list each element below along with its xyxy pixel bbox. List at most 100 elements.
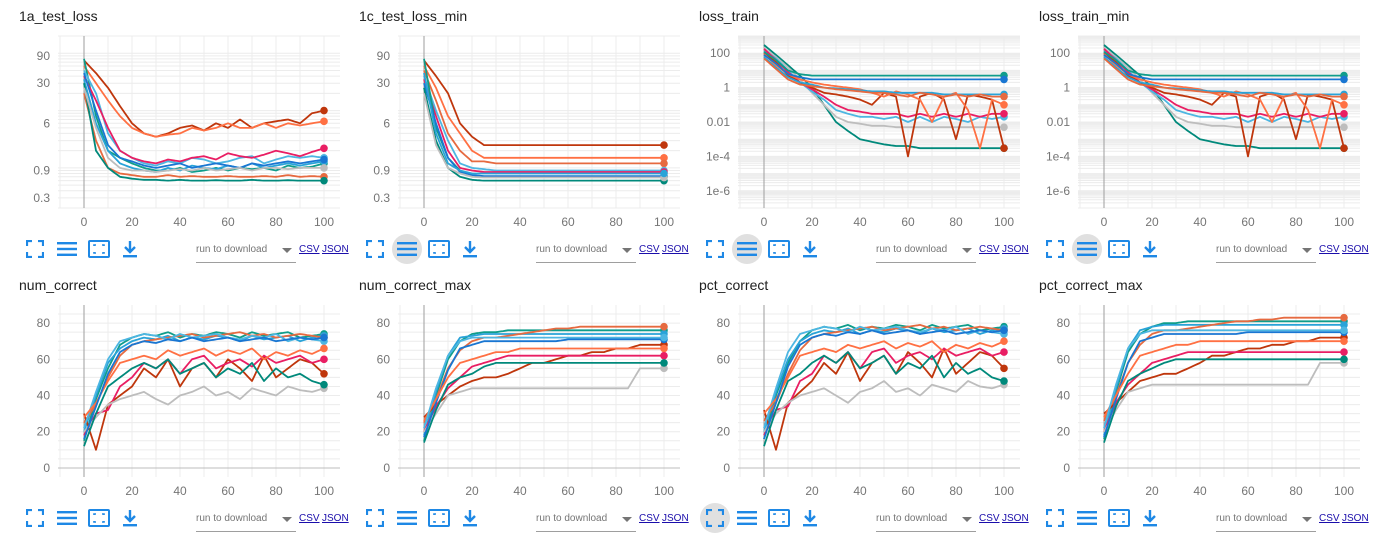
expand-chart-button[interactable]: [700, 503, 730, 533]
download-button[interactable]: [1135, 503, 1165, 533]
download-button[interactable]: [795, 503, 825, 533]
x-tick-label: 60: [901, 484, 915, 498]
json-download-link[interactable]: JSON: [1002, 244, 1029, 255]
series-end-marker: [660, 154, 668, 162]
fit-domain-button[interactable]: [424, 503, 454, 533]
toggle-log-scale-button[interactable]: [1072, 234, 1102, 264]
run-download-select[interactable]: run to download: [196, 511, 296, 532]
csv-download-link[interactable]: CSV: [1319, 513, 1340, 524]
chart-toolbar: run to download CSV JSON: [1020, 501, 1380, 537]
y-tick-label: 30: [37, 76, 51, 90]
series-line: [423, 87, 664, 182]
series-end-marker: [660, 322, 668, 331]
series-line: [763, 324, 1005, 422]
series-line: [1103, 358, 1344, 443]
json-download-link[interactable]: JSON: [322, 244, 349, 255]
download-button[interactable]: [115, 234, 145, 264]
expand-chart-button[interactable]: [20, 234, 50, 264]
json-download-link[interactable]: JSON: [1342, 244, 1369, 255]
series-line: [83, 83, 324, 182]
x-tick-label: 60: [221, 215, 235, 229]
y-tick-label: 30: [377, 76, 391, 90]
chevron-down-icon: [622, 517, 632, 522]
x-tick-label: 80: [609, 215, 623, 229]
y-tick-label: 0.9: [373, 164, 390, 178]
toggle-log-scale-button[interactable]: [732, 503, 762, 533]
chevron-down-icon: [1302, 248, 1312, 253]
toggle-log-scale-button[interactable]: [1072, 503, 1102, 533]
expand-icon: [366, 509, 384, 527]
csv-download-link[interactable]: CSV: [299, 513, 320, 524]
toggle-log-scale-button[interactable]: [52, 503, 82, 533]
series-line: [763, 53, 1005, 150]
chart-svg: 0.3 0.9 6 30 90 0 20 40 60 80 100: [33, 35, 340, 229]
csv-download-link[interactable]: CSV: [639, 513, 660, 524]
x-tick-label: 20: [465, 215, 479, 229]
run-download-select[interactable]: run to download: [1216, 242, 1316, 263]
csv-download-link[interactable]: CSV: [639, 244, 660, 255]
series-end-marker: [1000, 101, 1008, 109]
y-tick-label: 0: [43, 461, 50, 475]
chart-title: 1a_test_loss: [19, 8, 98, 24]
chart-plot[interactable]: 0 20 40 60 80 0 20 40 60 80 100: [340, 297, 680, 507]
x-tick-label: 100: [1334, 215, 1354, 229]
fit-domain-button[interactable]: [84, 234, 114, 264]
expand-chart-button[interactable]: [1040, 234, 1070, 264]
toggle-log-scale-button[interactable]: [732, 234, 762, 264]
csv-download-link[interactable]: CSV: [299, 244, 320, 255]
expand-icon: [706, 509, 724, 527]
expand-chart-button[interactable]: [20, 503, 50, 533]
chart-plot[interactable]: 1e-6 1e-4 0.01 1 100 0 20 40 60 80 100: [680, 28, 1020, 238]
json-download-link[interactable]: JSON: [662, 244, 689, 255]
toggle-log-scale-button[interactable]: [392, 234, 422, 264]
run-download-select[interactable]: run to download: [1216, 511, 1316, 532]
series-end-marker: [1000, 364, 1008, 373]
chart-plot[interactable]: 1e-6 1e-4 0.01 1 100 0 20 40 60 80 100: [1020, 28, 1360, 238]
download-button[interactable]: [115, 503, 145, 533]
chart-plot[interactable]: 0 20 40 60 80 0 20 40 60 80 100: [680, 297, 1020, 507]
toggle-log-scale-button[interactable]: [392, 503, 422, 533]
x-tick-label: 40: [1193, 215, 1207, 229]
x-tick-label: 0: [761, 484, 768, 498]
chart-plot[interactable]: 0 20 40 60 80 0 20 40 60 80 100: [0, 297, 340, 507]
csv-download-link[interactable]: CSV: [1319, 244, 1340, 255]
expand-chart-button[interactable]: [1040, 503, 1070, 533]
x-tick-label: 60: [1241, 484, 1255, 498]
chart-card-1c-test-loss-min: 1c_test_loss_min 0.3 0.9 6 30 90 0 20 40 60 80 100 r…: [340, 0, 689, 268]
series-end-marker: [1340, 348, 1348, 356]
fit-domain-button[interactable]: [84, 503, 114, 533]
run-download-select[interactable]: run to download: [536, 511, 636, 532]
csv-download-link[interactable]: CSV: [979, 244, 1000, 255]
chart-card-pct-correct: pct_correct 0 20 40 60 80 0 20 40 60 80 100 run to d…: [680, 269, 1029, 537]
expand-chart-button[interactable]: [700, 234, 730, 264]
run-download-select[interactable]: run to download: [196, 242, 296, 263]
chart-plot[interactable]: 0.3 0.9 6 30 90 0 20 40 60 80 100: [340, 28, 680, 238]
fit-domain-button[interactable]: [1104, 234, 1134, 264]
fit-domain-button[interactable]: [424, 234, 454, 264]
run-download-select[interactable]: run to download: [536, 242, 636, 263]
chevron-down-icon: [1302, 517, 1312, 522]
json-download-link[interactable]: JSON: [662, 513, 689, 524]
fit-domain-button[interactable]: [764, 234, 794, 264]
csv-download-link[interactable]: CSV: [979, 513, 1000, 524]
download-button[interactable]: [1135, 234, 1165, 264]
toggle-log-scale-button[interactable]: [52, 234, 82, 264]
chart-plot[interactable]: 0 20 40 60 80 0 20 40 60 80 100: [1020, 297, 1360, 507]
json-download-link[interactable]: JSON: [1002, 513, 1029, 524]
y-tick-label: 60: [377, 352, 391, 366]
run-download-select[interactable]: run to download: [876, 511, 976, 532]
fit-domain-button[interactable]: [764, 503, 794, 533]
download-button[interactable]: [455, 234, 485, 264]
x-tick-label: 100: [314, 484, 334, 498]
series-line: [423, 65, 664, 159]
download-icon: [802, 509, 818, 527]
fit-domain-button[interactable]: [1104, 503, 1134, 533]
json-download-link[interactable]: JSON: [322, 513, 349, 524]
expand-chart-button[interactable]: [360, 234, 390, 264]
download-button[interactable]: [455, 503, 485, 533]
expand-chart-button[interactable]: [360, 503, 390, 533]
chart-plot[interactable]: 0.3 0.9 6 30 90 0 20 40 60 80 100: [0, 28, 340, 238]
json-download-link[interactable]: JSON: [1342, 513, 1369, 524]
run-download-select[interactable]: run to download: [876, 242, 976, 263]
download-button[interactable]: [795, 234, 825, 264]
